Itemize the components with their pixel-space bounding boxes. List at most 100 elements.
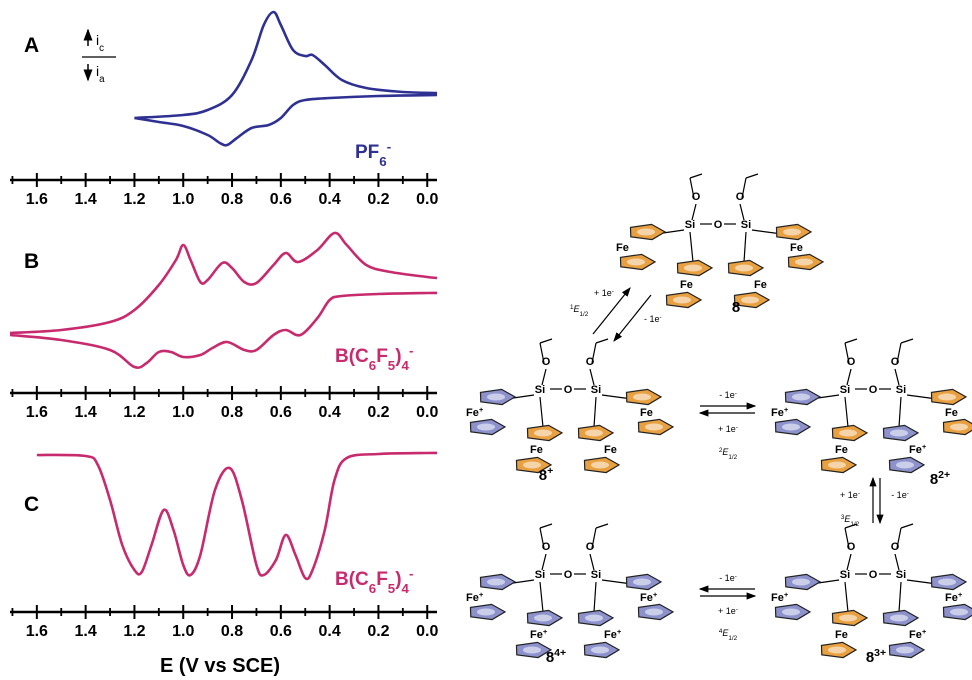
- rich-text: - 1e-: [891, 490, 909, 501]
- cp-ring-center: [938, 394, 956, 401]
- rich-text: 1E1/2: [570, 304, 589, 318]
- x-tick-label: 1.6: [26, 191, 48, 208]
- bond: [690, 232, 693, 262]
- panel-label: A: [24, 34, 39, 57]
- rich-text: B(C6F5)4-: [335, 566, 413, 596]
- bond: [845, 582, 848, 612]
- atom-label: Si: [840, 384, 850, 396]
- text-part: 2+: [938, 469, 950, 481]
- x-tick-label: 0.6: [270, 191, 292, 208]
- rich-text: + 1e-: [594, 288, 614, 299]
- cp-ring-center: [523, 647, 541, 654]
- cp-ring-center: [792, 394, 810, 401]
- text-part: Fe: [604, 444, 617, 456]
- text-part: 4: [402, 358, 410, 373]
- x-tick-label: 1.0: [172, 404, 194, 421]
- rich-text: Fe+: [530, 627, 548, 642]
- cp-ring-center: [585, 615, 603, 622]
- cp-ring-center: [839, 615, 857, 622]
- x-tick-label: 0.2: [367, 404, 389, 421]
- atom-label: Si: [591, 384, 601, 396]
- atom-label: O: [542, 541, 551, 553]
- cp-ring-center: [487, 394, 505, 401]
- x-tick-label: 1.0: [172, 623, 194, 640]
- molecule: OOSiOSiFe+FeFe+Fe: [771, 339, 972, 473]
- rich-text: 4E1/2: [719, 628, 738, 642]
- cp-ring-center: [735, 265, 753, 272]
- cp-ring-center: [896, 647, 914, 654]
- text-part: -: [736, 424, 738, 431]
- x-tick-label: 0.6: [270, 623, 292, 640]
- text-part: -: [907, 490, 909, 497]
- x-tick-label: 1.2: [123, 623, 145, 640]
- text-part: Fe: [790, 242, 803, 254]
- rich-text: Fe+: [466, 405, 484, 420]
- panel-label: C: [24, 493, 39, 516]
- x-tick-label: 0.4: [319, 623, 341, 640]
- cp-ring-center: [645, 424, 663, 431]
- cp-ring-center: [938, 579, 956, 586]
- bond: [690, 174, 702, 178]
- atom-label: O: [847, 541, 856, 553]
- rich-text: 8+: [539, 465, 553, 484]
- rich-text: Fe: [530, 444, 543, 456]
- text-part: Fe: [604, 629, 617, 641]
- bond: [740, 204, 744, 220]
- x-tick-label: 0.2: [367, 623, 389, 640]
- rich-text: Fe+: [909, 627, 927, 642]
- rich-text: Fe+: [604, 627, 622, 642]
- text-part: + 1e: [594, 288, 612, 298]
- cp-ring-center: [792, 579, 810, 586]
- text-part: 8: [546, 649, 554, 666]
- x-tick-label: 1.4: [75, 191, 97, 208]
- bond: [744, 232, 746, 262]
- text-part: 4+: [554, 647, 566, 659]
- text-part: Fe: [640, 592, 653, 604]
- text-part: +: [543, 627, 548, 636]
- x-tick-label: 1.6: [26, 623, 48, 640]
- cv-trace: [134, 95, 437, 145]
- text-part: 3+: [874, 647, 886, 659]
- bond: [542, 369, 546, 385]
- text-part: 6: [369, 358, 376, 373]
- rich-text: Fe+: [466, 590, 484, 605]
- atom-label: O: [564, 569, 573, 581]
- rich-text: B(C6F5)4-: [335, 343, 413, 373]
- text-part: -: [858, 490, 860, 497]
- cv-trace: [10, 233, 437, 333]
- text-part: Fe: [466, 407, 479, 419]
- text-part: 1/2: [728, 635, 737, 642]
- x-tick-label: 0.8: [221, 623, 243, 640]
- bond: [746, 174, 758, 178]
- rich-text: 2E1/2: [719, 447, 738, 461]
- text-part: Fe: [466, 592, 479, 604]
- text-part: Fe: [640, 407, 653, 419]
- text-part: +: [922, 442, 927, 451]
- atom-label: Si: [685, 219, 695, 231]
- text-part: +: [784, 405, 789, 414]
- text-part: 1/2: [580, 311, 589, 318]
- bond: [596, 524, 608, 528]
- equilibrium-arrows: [593, 288, 880, 596]
- x-tick-label: 0.6: [270, 404, 292, 421]
- molecule: OOSiOSiFe+FeFeFe: [466, 339, 673, 473]
- x-tick-label: 0.4: [319, 404, 341, 421]
- bond: [845, 339, 857, 343]
- atom-label: O: [869, 569, 878, 581]
- cp-ring-center: [585, 430, 603, 437]
- rich-text: Fe+: [771, 590, 789, 605]
- x-tick-label: 0.8: [221, 404, 243, 421]
- atom-label: O: [586, 356, 595, 368]
- atom-label: O: [564, 384, 573, 396]
- text-part: 8: [866, 649, 874, 666]
- rich-text: Fe+: [909, 442, 927, 457]
- text-part: a: [99, 74, 105, 85]
- rich-text: PF6-: [355, 139, 391, 169]
- rich-text: + 1e-: [718, 424, 738, 435]
- cp-ring-center: [890, 615, 908, 622]
- x-tick-label: 1.2: [123, 404, 145, 421]
- bond: [845, 397, 848, 427]
- bond: [895, 554, 899, 570]
- text-part: +: [547, 465, 553, 477]
- cv-trace: [10, 293, 437, 368]
